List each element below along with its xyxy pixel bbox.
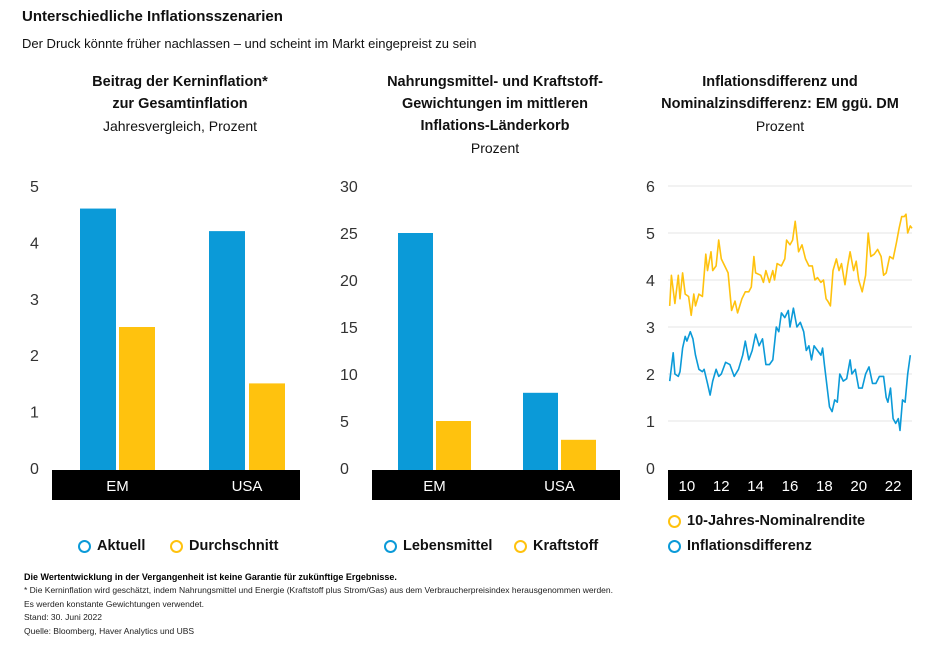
y-tick-label: 20 xyxy=(340,273,358,290)
disclaimer: Die Wertentwicklung in der Vergangenheit… xyxy=(24,572,397,582)
chart1-title-line: Beitrag der Kerninflation* xyxy=(92,74,268,90)
x-tick-label: 14 xyxy=(747,478,764,495)
bar-aktuell-em xyxy=(80,208,116,470)
date-note: Stand: 30. Juni 2022 xyxy=(24,612,102,622)
bar-durchschnitt-em xyxy=(119,327,155,470)
legend-label: Lebensmittel xyxy=(403,538,493,554)
y-tick-label: 5 xyxy=(646,226,655,243)
y-tick-label: 3 xyxy=(30,292,39,309)
x-axis-band xyxy=(668,470,912,500)
page-subtitle: Der Druck könnte früher nachlassen – und… xyxy=(22,36,477,51)
y-tick-label: 2 xyxy=(646,367,655,384)
legend-circle-icon xyxy=(514,539,527,553)
bar-durchschnitt-usa xyxy=(249,383,285,470)
x-tick-label: 12 xyxy=(713,478,730,495)
y-tick-label: 5 xyxy=(30,179,39,196)
x-tick-label: EM xyxy=(106,478,129,495)
x-tick-label: USA xyxy=(232,478,263,495)
legend-circle-icon xyxy=(78,539,91,553)
y-tick-label: 3 xyxy=(646,320,655,337)
y-tick-label: 6 xyxy=(646,179,655,196)
y-tick-label: 25 xyxy=(340,226,358,243)
chart3-heading: Inflationsdifferenz und Nominalzinsdiffe… xyxy=(630,71,930,137)
x-tick-label: 22 xyxy=(885,478,902,495)
chart1-unit: Jahresvergleich, Prozent xyxy=(102,118,258,134)
legend-circle-icon xyxy=(668,539,681,553)
chart3-title-line: Inflationsdifferenz und xyxy=(702,74,858,90)
y-tick-label: 2 xyxy=(30,348,39,365)
legend-item-kraftstoff: Kraftstoff xyxy=(514,538,598,554)
x-tick-label: 20 xyxy=(850,478,867,495)
page-title: Unterschiedliche Inflationsszenarien xyxy=(22,8,283,25)
x-tick-label: USA xyxy=(544,478,575,495)
chart2-heading: Nahrungsmittel- und Kraftstoff- Gewichtu… xyxy=(345,71,645,159)
legend-item-lebensmittel: Lebensmittel xyxy=(384,538,492,554)
chart3-title-line: Nominalzinsdifferenz: EM ggü. DM xyxy=(661,96,899,112)
line-inflationsdifferenz xyxy=(668,307,912,432)
bar-lebensmittel-em xyxy=(398,233,433,470)
y-tick-label: 1 xyxy=(646,414,655,431)
bar-aktuell-usa xyxy=(209,231,245,470)
legend-circle-icon xyxy=(668,514,681,528)
chart3-unit: Prozent xyxy=(755,118,805,134)
y-tick-label: 30 xyxy=(340,179,358,196)
y-tick-label: 0 xyxy=(340,461,349,478)
legend-label: Aktuell xyxy=(97,538,146,554)
line-nominalrendite xyxy=(668,213,913,317)
chart2-title-line: Nahrungsmittel- und Kraftstoff- xyxy=(387,74,603,90)
y-tick-label: 1 xyxy=(30,405,39,422)
x-tick-label: 10 xyxy=(679,478,696,495)
y-tick-label: 0 xyxy=(30,461,39,478)
y-tick-label: 4 xyxy=(30,235,39,252)
legend-circle-icon xyxy=(384,539,397,553)
legend-item-durchschnitt: Durchschnitt xyxy=(170,538,278,554)
y-tick-label: 0 xyxy=(646,461,655,478)
bar-kraftstoff-usa xyxy=(561,439,596,470)
y-tick-label: 4 xyxy=(646,273,655,290)
y-tick-label: 15 xyxy=(340,320,358,337)
legend-item-aktuell: Aktuell xyxy=(78,538,145,554)
x-axis-band xyxy=(372,470,620,500)
legend-item-inflationsdifferenz: Inflationsdifferenz xyxy=(668,538,812,554)
x-axis-band xyxy=(52,470,300,500)
chart2-title-line: Gewichtungen im mittleren xyxy=(401,96,589,112)
source-note: Quelle: Bloomberg, Haver Analytics und U… xyxy=(24,626,195,636)
chart1-title-line: zur Gesamtinflation xyxy=(112,96,248,112)
legend-label: 10-Jahres-Nominalrendite xyxy=(687,513,866,529)
chart1-heading: Beitrag der Kerninflation* zur Gesamtinf… xyxy=(40,71,320,137)
bar-lebensmittel-usa xyxy=(523,392,558,470)
x-tick-label: 16 xyxy=(782,478,799,495)
x-tick-label: EM xyxy=(423,478,446,495)
legend-label: Inflationsdifferenz xyxy=(687,538,812,554)
footnote-weights: Es werden konstante Gewichtungen verwend… xyxy=(24,599,205,609)
legend-item-nominalrendite: 10-Jahres-Nominalrendite xyxy=(668,513,865,529)
chart2-title-line: Inflations-Länderkorb xyxy=(420,118,570,134)
x-tick-label: 18 xyxy=(816,478,833,495)
legend-label: Kraftstoff xyxy=(533,538,599,554)
bar-kraftstoff-em xyxy=(436,421,471,470)
footnote: * Die Kerninflation wird geschätzt, inde… xyxy=(24,585,613,595)
chart2-unit: Prozent xyxy=(470,140,520,156)
legend-circle-icon xyxy=(170,539,183,553)
legend-label: Durchschnitt xyxy=(189,538,279,554)
y-tick-label: 5 xyxy=(340,414,349,431)
y-tick-label: 10 xyxy=(340,367,358,384)
